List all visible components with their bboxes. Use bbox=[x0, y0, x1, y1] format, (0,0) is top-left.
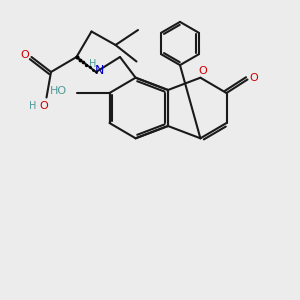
Text: O: O bbox=[250, 73, 259, 83]
Text: H: H bbox=[89, 58, 96, 69]
Text: HO: HO bbox=[50, 86, 67, 97]
Text: O: O bbox=[39, 101, 48, 111]
Text: H: H bbox=[29, 101, 37, 111]
Text: O: O bbox=[198, 66, 207, 76]
Text: O: O bbox=[20, 50, 29, 61]
Text: N: N bbox=[94, 64, 104, 77]
